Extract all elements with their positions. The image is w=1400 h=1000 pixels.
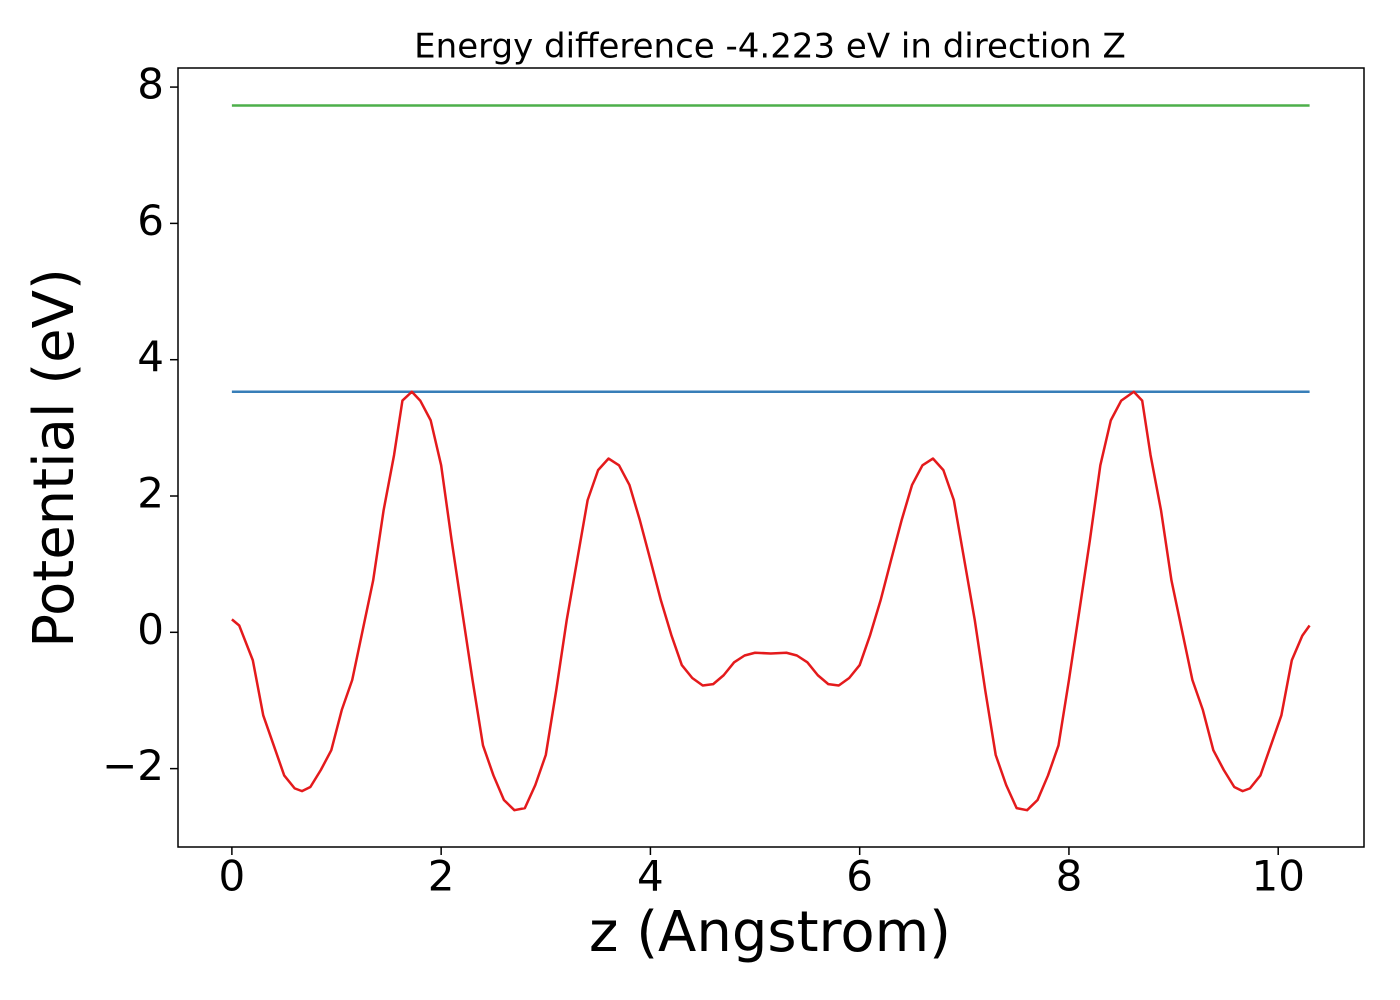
x-tick-label: 0 xyxy=(219,852,246,901)
y-axis-label: Potential (eV) xyxy=(22,268,87,648)
x-axis-label: z (Angstrom) xyxy=(589,900,951,965)
x-tick-label: 4 xyxy=(637,852,664,901)
y-tick-label: 6 xyxy=(137,196,164,245)
x-tick-label: 2 xyxy=(428,852,455,901)
plot-frame xyxy=(177,67,1365,848)
x-tick-label: 8 xyxy=(1056,852,1083,901)
y-tick-label: −2 xyxy=(102,741,164,790)
y-tick-label: 0 xyxy=(137,605,164,654)
data-line xyxy=(231,390,1311,812)
y-tick-label: 2 xyxy=(137,469,164,518)
chart-title: Energy difference -4.223 eV in direction… xyxy=(414,27,1126,67)
y-tick-label: 8 xyxy=(137,60,164,109)
x-tick-label: 10 xyxy=(1251,852,1304,901)
y-tick-label: 4 xyxy=(137,332,164,381)
x-tick-label: 6 xyxy=(846,852,873,901)
